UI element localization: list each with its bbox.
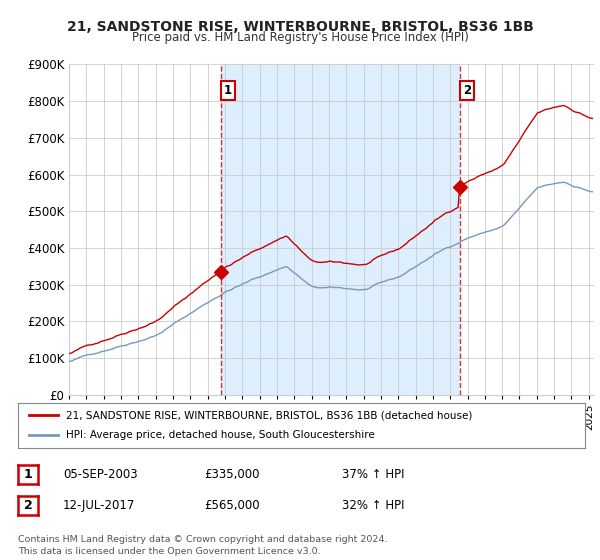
Text: £565,000: £565,000 <box>204 498 260 512</box>
Text: £335,000: £335,000 <box>204 468 260 481</box>
Text: 12-JUL-2017: 12-JUL-2017 <box>63 498 136 512</box>
Text: Contains HM Land Registry data © Crown copyright and database right 2024.: Contains HM Land Registry data © Crown c… <box>18 535 388 544</box>
Text: This data is licensed under the Open Government Licence v3.0.: This data is licensed under the Open Gov… <box>18 547 320 556</box>
Text: 21, SANDSTONE RISE, WINTERBOURNE, BRISTOL, BS36 1BB (detached house): 21, SANDSTONE RISE, WINTERBOURNE, BRISTO… <box>66 410 473 421</box>
Text: 32% ↑ HPI: 32% ↑ HPI <box>342 498 404 512</box>
Text: 1: 1 <box>23 468 32 481</box>
Text: 37% ↑ HPI: 37% ↑ HPI <box>342 468 404 481</box>
Text: 1: 1 <box>224 83 232 96</box>
Text: 21, SANDSTONE RISE, WINTERBOURNE, BRISTOL, BS36 1BB: 21, SANDSTONE RISE, WINTERBOURNE, BRISTO… <box>67 20 533 34</box>
Text: 2: 2 <box>463 83 471 96</box>
Bar <box>221 64 460 395</box>
Text: Price paid vs. HM Land Registry's House Price Index (HPI): Price paid vs. HM Land Registry's House … <box>131 31 469 44</box>
Text: 2: 2 <box>23 498 32 512</box>
Text: 05-SEP-2003: 05-SEP-2003 <box>63 468 137 481</box>
Text: HPI: Average price, detached house, South Gloucestershire: HPI: Average price, detached house, Sout… <box>66 431 375 441</box>
